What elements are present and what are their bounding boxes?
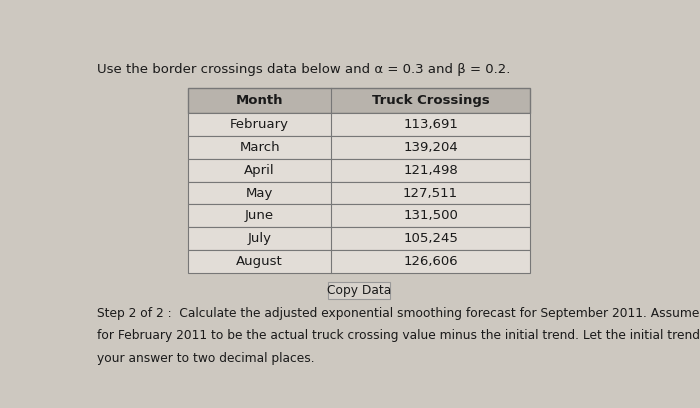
Bar bbox=[188, 88, 530, 113]
Bar bbox=[188, 136, 530, 159]
Text: July: July bbox=[248, 233, 272, 245]
Bar bbox=[328, 282, 390, 299]
Text: 121,498: 121,498 bbox=[403, 164, 458, 177]
Bar bbox=[188, 159, 530, 182]
Text: April: April bbox=[244, 164, 275, 177]
Text: your answer to two decimal places.: your answer to two decimal places. bbox=[97, 352, 315, 365]
Text: 126,606: 126,606 bbox=[403, 255, 458, 268]
Text: August: August bbox=[237, 255, 283, 268]
Bar bbox=[188, 113, 530, 136]
Text: for February 2011 to be the actual truck crossing value minus the initial trend.: for February 2011 to be the actual truck… bbox=[97, 329, 700, 342]
Text: 127,511: 127,511 bbox=[403, 186, 458, 200]
Text: March: March bbox=[239, 141, 280, 154]
Text: February: February bbox=[230, 118, 289, 131]
Text: June: June bbox=[245, 209, 274, 222]
Bar bbox=[188, 251, 530, 273]
Text: May: May bbox=[246, 186, 273, 200]
Bar bbox=[188, 182, 530, 204]
Text: Step 2 of 2 :  Calculate the adjusted exponential smoothing forecast for Septemb: Step 2 of 2 : Calculate the adjusted exp… bbox=[97, 306, 700, 319]
Bar bbox=[188, 227, 530, 251]
Text: 139,204: 139,204 bbox=[403, 141, 458, 154]
Bar bbox=[188, 204, 530, 227]
Text: Copy Data: Copy Data bbox=[327, 284, 391, 297]
Text: Use the border crossings data below and α = 0.3 and β = 0.2.: Use the border crossings data below and … bbox=[97, 63, 510, 76]
Text: 113,691: 113,691 bbox=[403, 118, 458, 131]
Text: Truck Crossings: Truck Crossings bbox=[372, 94, 489, 107]
Text: 131,500: 131,500 bbox=[403, 209, 458, 222]
Text: 105,245: 105,245 bbox=[403, 233, 458, 245]
Text: Month: Month bbox=[236, 94, 284, 107]
